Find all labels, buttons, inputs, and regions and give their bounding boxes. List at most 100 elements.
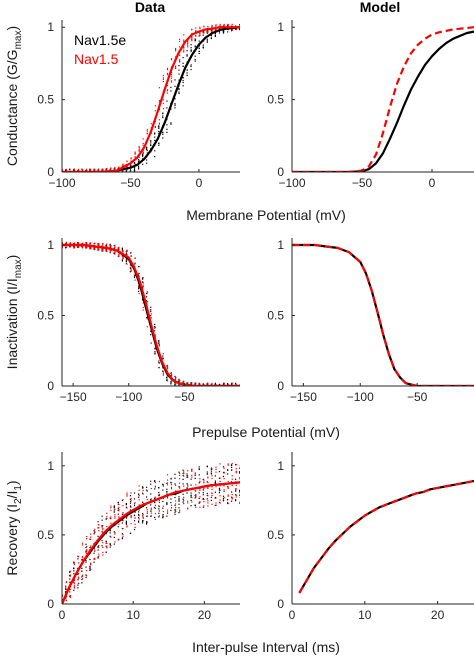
data-point <box>110 516 112 518</box>
data-point <box>179 60 181 62</box>
data-point <box>142 514 144 516</box>
data-point <box>175 500 177 502</box>
data-point <box>166 67 169 69</box>
data-point <box>97 549 99 551</box>
data-point <box>109 529 111 531</box>
data-point <box>166 92 169 94</box>
data-point <box>210 34 212 37</box>
data-point <box>175 484 177 486</box>
data-point <box>166 74 169 76</box>
y-tick-label: 0 <box>277 379 284 393</box>
data-point <box>98 553 100 555</box>
x-tick-label: 20 <box>431 608 445 622</box>
x-tick-label: −100 <box>347 390 374 404</box>
data-point <box>162 514 164 516</box>
data-point <box>227 469 229 471</box>
data-point <box>77 579 79 581</box>
y-tick-label: 0 <box>277 165 284 179</box>
data-point <box>73 568 75 570</box>
data-point <box>118 504 120 506</box>
data-point <box>98 555 100 557</box>
data-point <box>222 498 225 500</box>
data-point <box>194 40 196 42</box>
data-point <box>215 28 217 30</box>
data-point <box>65 168 67 171</box>
data-point <box>166 366 169 368</box>
data-point <box>162 133 164 135</box>
data-point <box>142 152 144 154</box>
data-point <box>81 557 84 559</box>
data-point <box>109 543 111 545</box>
data-point <box>183 470 185 472</box>
data-point <box>202 46 204 48</box>
data-point <box>114 167 116 169</box>
data-point <box>122 513 124 515</box>
data-point <box>85 551 87 553</box>
data-point <box>162 516 164 518</box>
data-point <box>150 145 152 147</box>
data-point <box>109 252 111 254</box>
data-point <box>146 291 148 293</box>
data-point <box>117 255 119 257</box>
data-point <box>166 84 169 87</box>
data-point <box>150 142 152 144</box>
data-point <box>195 495 197 497</box>
data-point <box>187 500 189 502</box>
data-point <box>134 151 136 153</box>
data-point <box>178 89 180 91</box>
data-point <box>129 502 132 504</box>
data-point <box>65 588 67 590</box>
data-point <box>146 162 148 164</box>
panel-data-row1: −100 −50 0 0 0.5 1 Conductance (G/Gmax) <box>4 20 240 190</box>
data-point <box>154 126 156 128</box>
data-point <box>142 486 144 488</box>
data-point <box>154 150 156 152</box>
data-point <box>69 595 71 597</box>
data-point <box>191 469 193 471</box>
data-point <box>134 263 136 265</box>
data-point <box>170 81 173 83</box>
data-point <box>121 537 123 539</box>
y-tick-label: 1 <box>47 238 54 252</box>
data-point <box>114 250 116 252</box>
data-point <box>105 551 107 553</box>
y-tick-label: 0.5 <box>267 309 284 323</box>
data-point <box>138 504 140 506</box>
data-point <box>170 477 173 479</box>
data-point <box>86 538 88 540</box>
data-point <box>73 582 75 584</box>
data-point <box>89 246 91 248</box>
data-point <box>179 509 181 511</box>
data-point <box>170 374 173 377</box>
data-point <box>207 476 209 478</box>
data-point <box>166 367 169 369</box>
data-point <box>162 371 164 373</box>
data-point <box>198 47 200 49</box>
data-point <box>166 482 169 484</box>
data-point <box>215 384 217 386</box>
data-point <box>170 77 173 79</box>
data-point <box>214 34 216 36</box>
data-point <box>69 574 71 576</box>
data-point <box>199 488 201 490</box>
data-point <box>69 581 71 583</box>
data-point <box>138 517 140 519</box>
data-point <box>142 489 144 492</box>
data-point <box>187 476 189 479</box>
data-point <box>69 574 71 576</box>
data-point <box>182 62 184 64</box>
panel-data-row3: 0 10 20 0 0.5 1 Recovery (I2/I1) <box>4 452 240 622</box>
data-point <box>118 516 120 518</box>
data-point <box>198 482 200 484</box>
data-point <box>109 168 111 170</box>
data-point <box>154 348 156 350</box>
data-point <box>90 562 92 564</box>
data-point <box>125 522 127 525</box>
data-point <box>190 47 192 49</box>
data-point <box>162 99 164 101</box>
data-point <box>133 503 136 505</box>
data-point <box>117 501 119 504</box>
data-point <box>214 35 216 37</box>
data-point <box>158 130 160 132</box>
